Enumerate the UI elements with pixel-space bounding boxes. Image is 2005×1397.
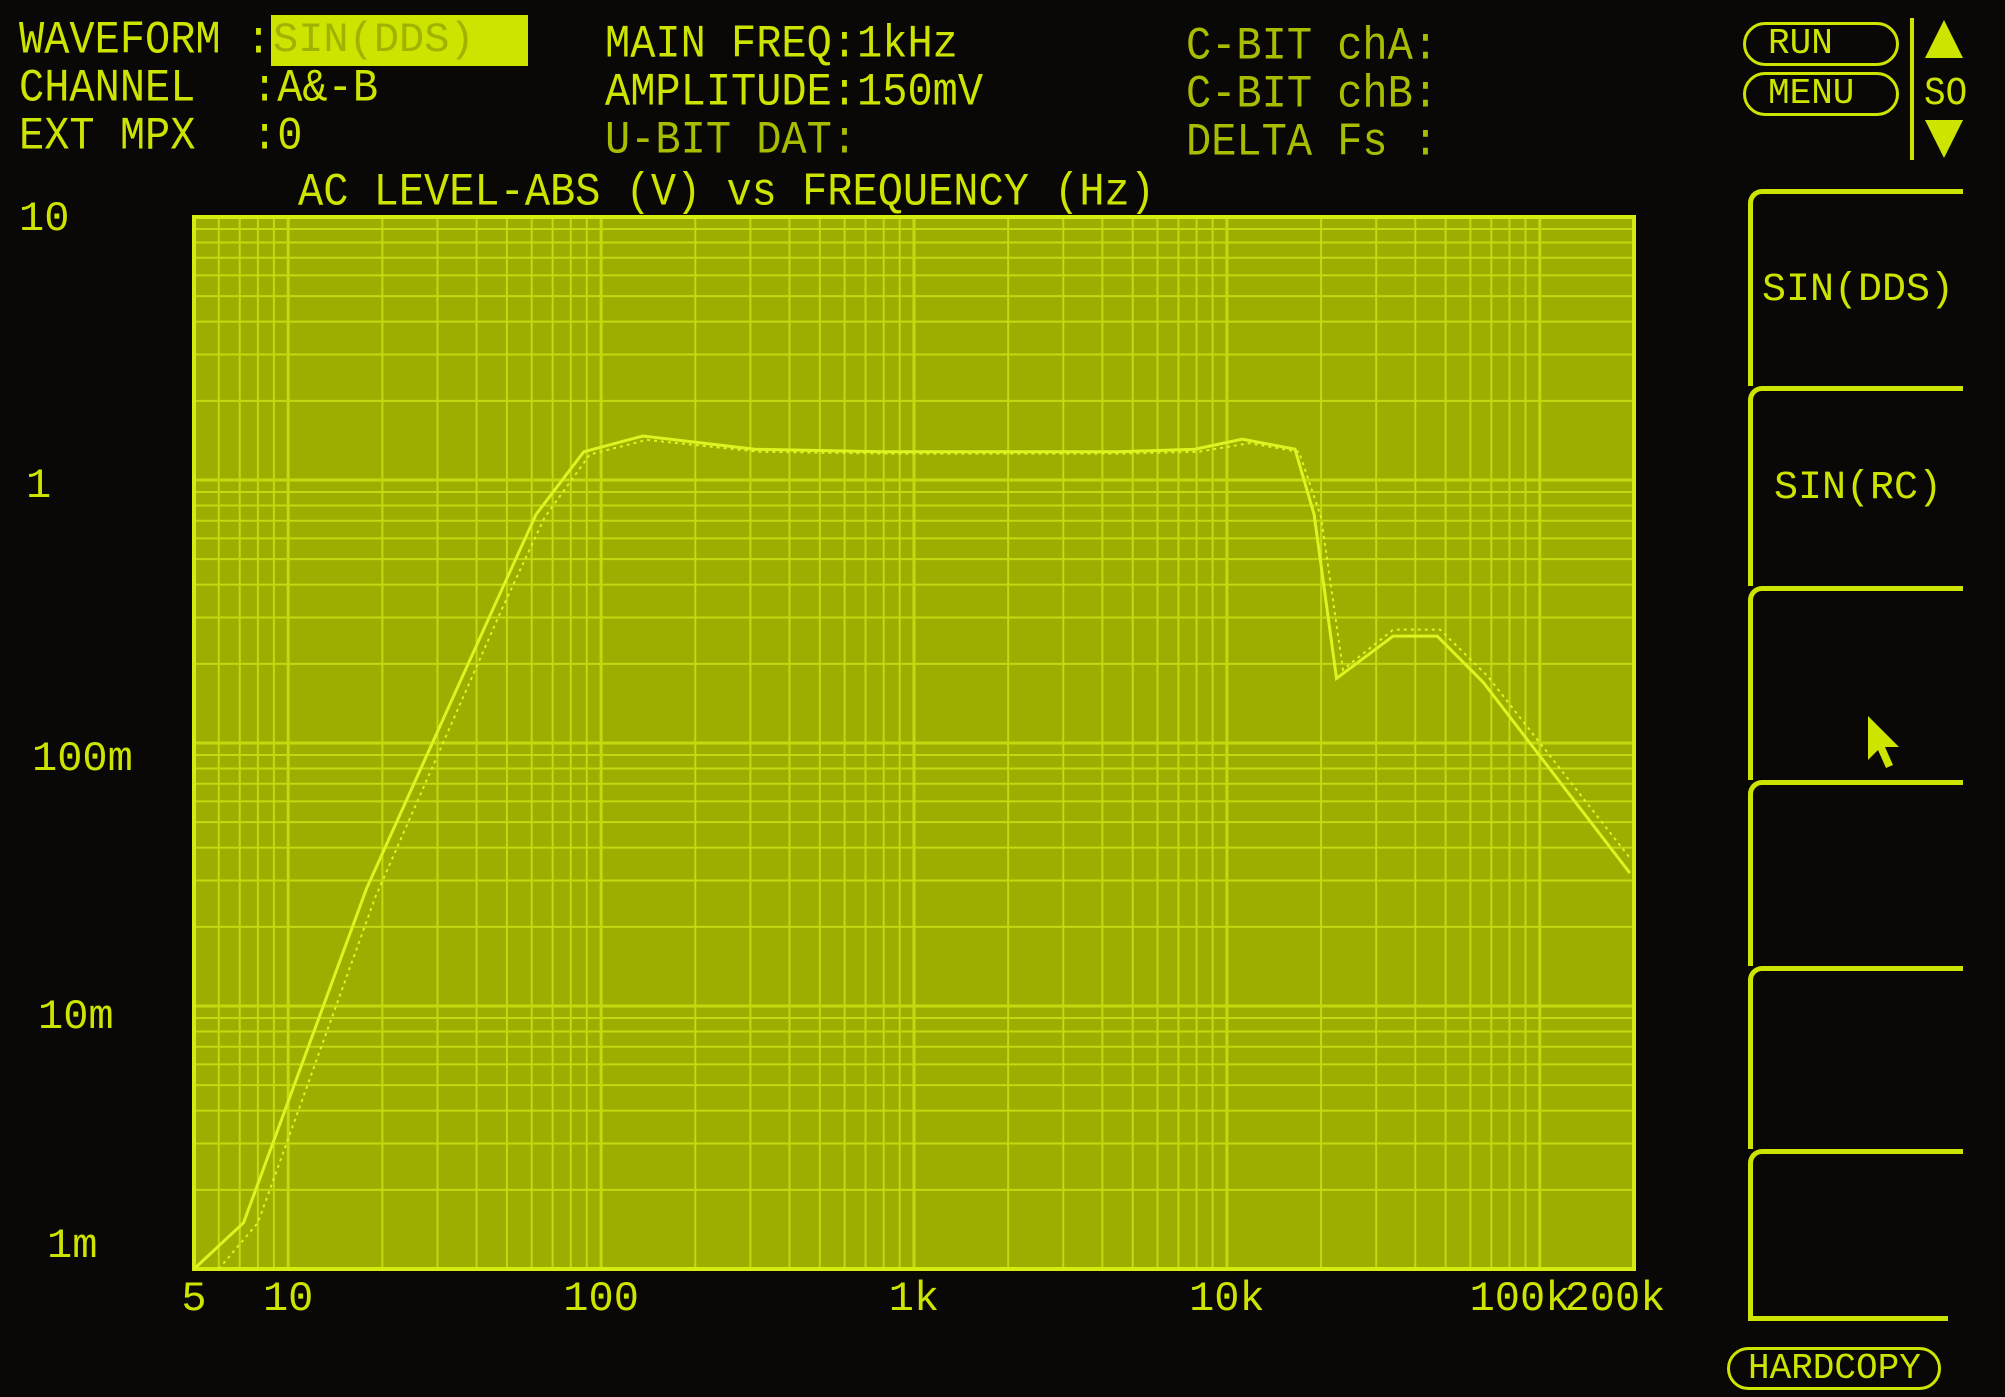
y-tick-label: 1m bbox=[47, 1222, 97, 1270]
menu-label: MENU bbox=[1768, 73, 1855, 114]
u-bit-dat: U-BIT DAT: bbox=[605, 113, 858, 167]
waveform-value-highlight[interactable]: SIN(DDS) bbox=[271, 15, 528, 66]
x-tick-label: 10k bbox=[1189, 1275, 1265, 1323]
scroll-divider bbox=[1910, 18, 1914, 160]
softkey-2[interactable]: SIN(RC) bbox=[1748, 386, 1963, 586]
delta-fs: DELTA Fs : bbox=[1186, 115, 1439, 169]
c-bit-chb: C-BIT chB: bbox=[1186, 67, 1439, 121]
x-tick-label: 100k bbox=[1470, 1275, 1571, 1323]
series-line-1 bbox=[192, 434, 1632, 1271]
ext-mpx-label: EXT MPX bbox=[19, 109, 196, 163]
run-button[interactable]: RUN bbox=[1743, 22, 1899, 66]
menu-button[interactable]: MENU bbox=[1743, 72, 1899, 116]
softkey-label: SIN(RC) bbox=[1773, 466, 1943, 511]
softkey-label: SIN(DDS) bbox=[1761, 267, 1955, 313]
channel-label: CHANNEL bbox=[19, 61, 196, 115]
x-tick-label: 10 bbox=[263, 1275, 313, 1323]
channel-value: :A&-B bbox=[252, 61, 379, 115]
run-label: RUN bbox=[1768, 23, 1833, 64]
scroll-up-icon[interactable] bbox=[1925, 20, 1963, 58]
scroll-label: SO bbox=[1924, 71, 1968, 117]
plot-border bbox=[192, 215, 1636, 1271]
softkey-5[interactable] bbox=[1748, 966, 1963, 1149]
main-freq: MAIN FREQ:1kHz bbox=[605, 17, 958, 71]
x-tick-label: 200k bbox=[1565, 1275, 1666, 1323]
x-tick-label: 1k bbox=[889, 1275, 939, 1323]
y-tick-label: 10 bbox=[19, 195, 69, 243]
cursor-arrow-icon bbox=[1868, 716, 1899, 768]
y-tick-label: 10m bbox=[38, 993, 114, 1041]
ext-mpx-value: :0 bbox=[252, 109, 303, 163]
y-tick-label: 1 bbox=[26, 462, 51, 510]
hardcopy-label: HARDCOPY bbox=[1748, 1348, 1921, 1389]
softkey-6[interactable] bbox=[1748, 1149, 1963, 1321]
amplitude: AMPLITUDE:150mV bbox=[605, 65, 984, 119]
x-tick-label: 100 bbox=[563, 1275, 639, 1323]
series-line-2 bbox=[218, 438, 1633, 1270]
x-tick-label: 5 bbox=[181, 1275, 206, 1323]
plot-area bbox=[194, 217, 1634, 1269]
softkey-4[interactable] bbox=[1748, 780, 1963, 966]
c-bit-cha: C-BIT chA: bbox=[1186, 19, 1439, 73]
scroll-down-icon[interactable] bbox=[1925, 120, 1963, 158]
softkey-bottom-border bbox=[1748, 1316, 1948, 1321]
waveform-value: SIN(DDS) bbox=[273, 16, 475, 64]
softkey-1[interactable]: SIN(DDS) bbox=[1748, 189, 1963, 386]
hardcopy-button[interactable]: HARDCOPY bbox=[1727, 1347, 1941, 1390]
waveform-label: WAVEFORM : bbox=[19, 13, 272, 67]
chart-title: AC LEVEL-ABS (V) vs FREQUENCY (Hz) bbox=[298, 165, 1155, 219]
softkey-3[interactable] bbox=[1748, 586, 1963, 780]
y-tick-label: 100m bbox=[32, 735, 133, 783]
